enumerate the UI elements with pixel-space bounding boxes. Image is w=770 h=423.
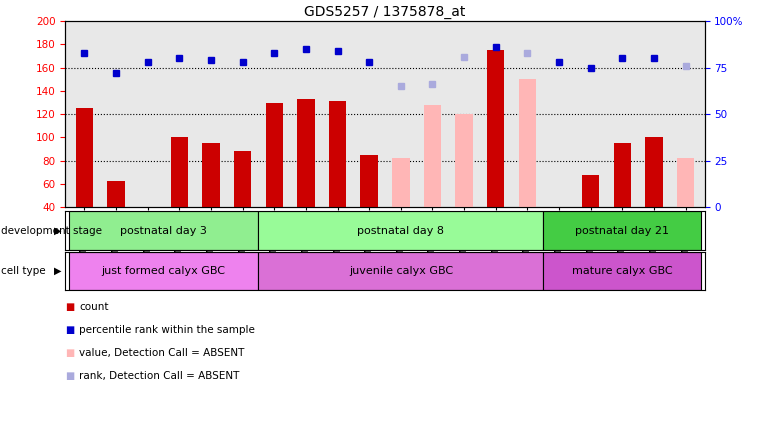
Bar [69, 252, 259, 290]
Text: rank, Detection Call = ABSENT: rank, Detection Call = ABSENT [79, 371, 239, 382]
Bar [677, 159, 695, 207]
Bar [614, 143, 631, 207]
Bar [487, 50, 504, 207]
Text: ▶: ▶ [54, 225, 62, 236]
Text: postnatal day 3: postnatal day 3 [120, 225, 207, 236]
Bar [107, 181, 125, 207]
Text: just formed calyx GBC: just formed calyx GBC [102, 266, 226, 276]
Text: development stage: development stage [1, 225, 102, 236]
Text: count: count [79, 302, 109, 312]
Bar [171, 137, 188, 207]
Text: juvenile calyx GBC: juvenile calyx GBC [349, 266, 453, 276]
Bar [543, 252, 701, 290]
Text: ▶: ▶ [54, 266, 62, 276]
Text: mature calyx GBC: mature calyx GBC [572, 266, 673, 276]
Bar [266, 103, 283, 207]
Text: percentile rank within the sample: percentile rank within the sample [79, 325, 255, 335]
Bar [259, 212, 543, 250]
Bar [259, 252, 543, 290]
Text: postnatal day 8: postnatal day 8 [357, 225, 444, 236]
Bar [69, 212, 259, 250]
Bar [455, 114, 473, 207]
Bar [75, 108, 93, 207]
Bar [645, 137, 663, 207]
Bar [234, 151, 251, 207]
Text: cell type: cell type [1, 266, 45, 276]
Text: ■: ■ [65, 371, 74, 382]
Bar [392, 159, 410, 207]
Bar [424, 105, 441, 207]
Title: GDS5257 / 1375878_at: GDS5257 / 1375878_at [304, 5, 466, 19]
Bar [519, 80, 536, 207]
Bar [543, 212, 701, 250]
Text: ■: ■ [65, 302, 74, 312]
Bar [582, 175, 599, 207]
Bar [329, 102, 347, 207]
Bar [203, 143, 219, 207]
Bar [297, 99, 315, 207]
Text: postnatal day 21: postnatal day 21 [575, 225, 669, 236]
Text: value, Detection Call = ABSENT: value, Detection Call = ABSENT [79, 348, 245, 358]
Text: ■: ■ [65, 325, 74, 335]
Bar [360, 155, 378, 207]
Text: ■: ■ [65, 348, 74, 358]
